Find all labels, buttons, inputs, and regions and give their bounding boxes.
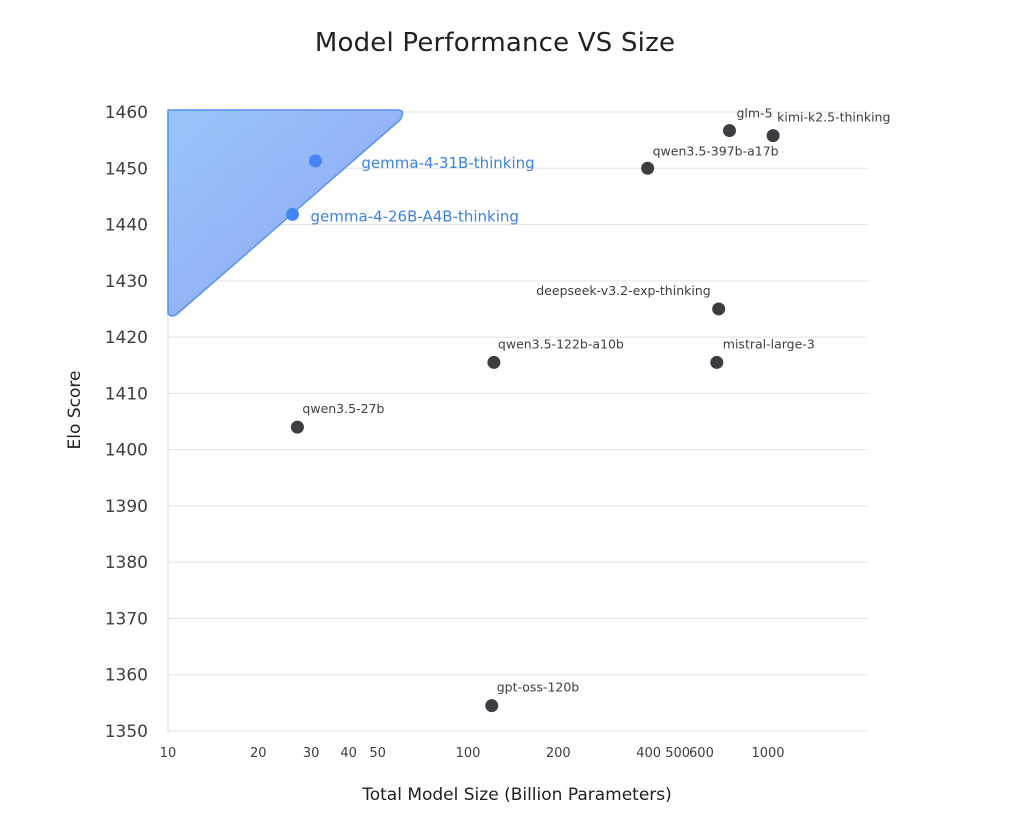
x-tick-label: 30 xyxy=(303,746,320,761)
y-tick-label: 1440 xyxy=(105,216,148,236)
point-label: gemma-4-26B-A4B-thinking xyxy=(310,207,518,225)
y-tick-label: 1420 xyxy=(105,328,148,348)
point-label: kimi-k2.5-thinking xyxy=(777,110,890,125)
y-tick-label: 1400 xyxy=(105,441,148,461)
data-points: gemma-4-31B-thinking gemma-4-26B-A4B-thin… xyxy=(285,106,890,713)
gridlines xyxy=(168,111,868,732)
point-label: qwen3.5-27b xyxy=(302,401,384,416)
data-point xyxy=(766,129,780,143)
data-point xyxy=(710,355,724,369)
y-tick-label: 1380 xyxy=(105,553,148,573)
chart-title: Model Performance VS Size xyxy=(314,28,676,58)
y-tick-label: 1370 xyxy=(105,609,148,629)
point-label: gemma-4-31B-thinking xyxy=(361,154,534,172)
data-point xyxy=(485,699,499,713)
data-point xyxy=(487,355,501,369)
data-point xyxy=(290,420,304,434)
y-axis-label: Elo Score xyxy=(65,371,85,450)
point-label: qwen3.5-397b-a17b xyxy=(653,143,779,158)
x-tick-label: 100 xyxy=(456,746,481,761)
axes: 1460 1450 1440 1430 1420 1410 1400 1390 1380 1370… xyxy=(105,103,785,761)
x-tick-label: 40 xyxy=(340,746,357,761)
y-tick-label: 1450 xyxy=(105,159,148,179)
point-label: gpt-oss-120b xyxy=(497,680,580,695)
point-label: glm-5 xyxy=(736,106,772,121)
data-point xyxy=(641,161,655,175)
point-label: qwen3.5-122b-a10b xyxy=(498,336,624,351)
data-point xyxy=(722,124,736,138)
data-point xyxy=(308,154,322,168)
x-axis-label: Total Model Size (Billion Parameters) xyxy=(361,785,672,805)
y-tick-label: 1350 xyxy=(105,722,148,742)
y-tick-label: 1390 xyxy=(105,497,148,517)
x-tick-label: 200 xyxy=(546,746,571,761)
x-tick-label: 10 xyxy=(160,746,177,761)
x-tick-label: 600 xyxy=(689,746,714,761)
x-tick-label: 20 xyxy=(250,746,267,761)
y-tick-label: 1460 xyxy=(105,103,148,123)
x-tick-label: 1000 xyxy=(751,746,784,761)
y-tick-label: 1410 xyxy=(105,384,148,404)
x-tick-label: 400 xyxy=(636,746,661,761)
point-label: deepseek-v3.2-exp-thinking xyxy=(536,283,710,298)
x-tick-label: 500 xyxy=(665,746,690,761)
x-tick-label: 50 xyxy=(369,746,386,761)
y-tick-label: 1360 xyxy=(105,666,148,686)
data-point xyxy=(285,207,299,221)
y-tick-label: 1430 xyxy=(105,272,148,292)
data-point xyxy=(712,302,726,316)
point-label: mistral-large-3 xyxy=(723,336,815,351)
